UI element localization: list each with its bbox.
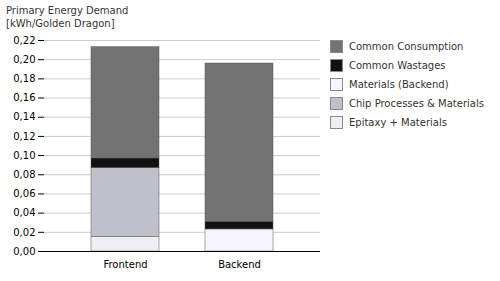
html-text:Chip Processes & Materials: Chip Processes & Materials bbox=[349, 98, 484, 109]
svg-text:0,06: 0,06 bbox=[13, 188, 35, 199]
svg-text:Frontend: Frontend bbox=[103, 259, 147, 270]
svg-text:0,16: 0,16 bbox=[13, 92, 35, 103]
html-text:Common Wastages: Common Wastages bbox=[349, 60, 446, 71]
svg-text:0,02: 0,02 bbox=[13, 227, 35, 238]
html-text:Materials (Backend): Materials (Backend) bbox=[349, 79, 449, 90]
html-text:Common Consumption: Common Consumption bbox=[349, 41, 464, 52]
svg-text:0,00: 0,00 bbox=[13, 246, 35, 257]
svg-text:0,08: 0,08 bbox=[13, 169, 35, 180]
svg-text:0,04: 0,04 bbox=[13, 207, 35, 218]
svg-text:0,14: 0,14 bbox=[13, 111, 35, 122]
svg-text:0,12: 0,12 bbox=[13, 131, 35, 142]
svg-text:Backend: Backend bbox=[218, 259, 261, 270]
html-text:Primary Energy Demand [kWh/Gol: Primary Energy Demand [kWh/Golden Dragon… bbox=[6, 5, 129, 29]
svg-text:0,18: 0,18 bbox=[13, 73, 35, 84]
html-text:Epitaxy + Materials: Epitaxy + Materials bbox=[349, 117, 447, 128]
svg-text:0,20: 0,20 bbox=[13, 54, 35, 65]
svg-text:0,10: 0,10 bbox=[13, 150, 35, 161]
svg-text:0,22: 0,22 bbox=[13, 35, 35, 46]
